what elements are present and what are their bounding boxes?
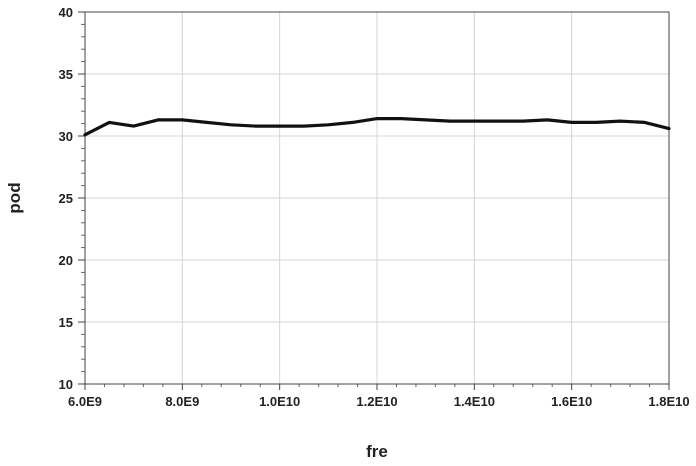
y-axis-title: pod [5,182,24,213]
y-tick-label: 30 [59,129,73,144]
x-tick-label: 8.0E9 [165,394,199,409]
x-tick-label: 1.8E10 [648,394,689,409]
x-tick-label: 6.0E9 [68,394,102,409]
y-tick-label: 20 [59,253,73,268]
series-layer [83,116,671,137]
minor-ticks [81,23,651,387]
y-tick-label: 25 [59,191,73,206]
x-tick-label: 1.2E10 [356,394,397,409]
y-tick-label: 40 [59,5,73,20]
x-tick-label: 1.4E10 [454,394,495,409]
y-tick-label: 35 [59,67,73,82]
y-tick-label: 10 [59,377,73,392]
series-line [83,116,671,137]
x-axis-title: fre [366,442,388,461]
y-tick-label: 15 [59,315,73,330]
x-tick-label: 1.0E10 [259,394,300,409]
x-tick-label: 1.6E10 [551,394,592,409]
x-axis: 6.0E9 8.0E9 1.0E10 1.2E10 1.4E10 1.6E10 1.8E10 [68,384,690,409]
y-axis: 10 15 20 25 30 35 40 [59,5,85,392]
